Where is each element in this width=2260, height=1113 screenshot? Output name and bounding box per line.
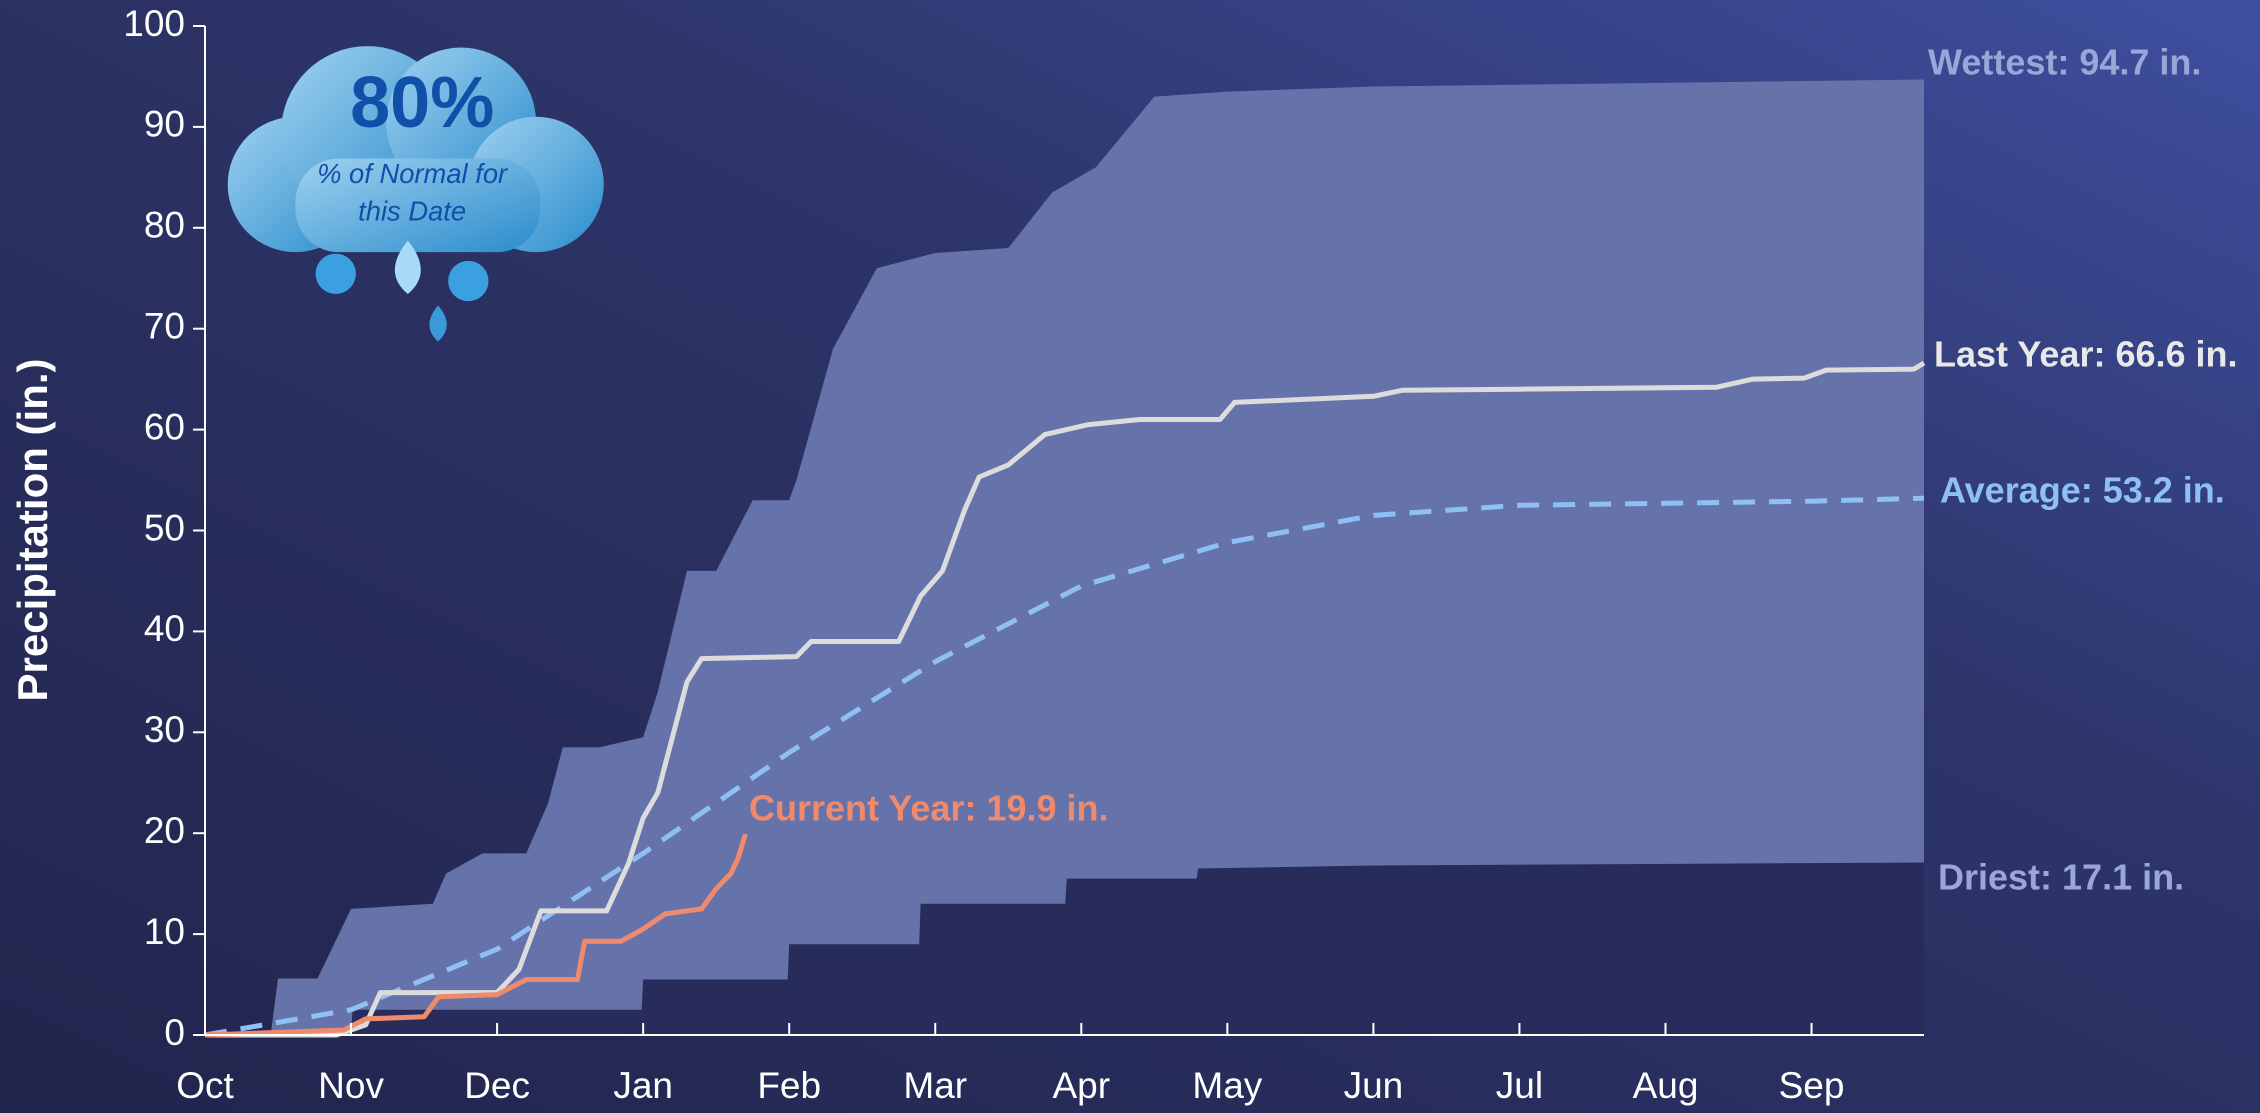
x-tick-label: Nov (318, 1065, 384, 1106)
x-tick-label: Jul (1496, 1065, 1543, 1106)
y-tick-label: 80 (144, 205, 185, 246)
annotation: Current Year: 19.9 in. (749, 788, 1109, 829)
x-tick-label: Oct (176, 1065, 234, 1106)
annotation: Driest: 17.1 in. (1938, 857, 2184, 898)
x-tick-label: Apr (1053, 1065, 1111, 1106)
annotation: Last Year: 66.6 in. (1934, 334, 2238, 375)
snowflake (316, 254, 356, 294)
y-tick-label: 90 (144, 104, 185, 145)
badge-text: % of Normal for (317, 158, 509, 189)
annotation: Wettest: 94.7 in. (1928, 42, 2201, 83)
annotation: Average: 53.2 in. (1940, 470, 2225, 511)
y-tick-label: 100 (123, 3, 185, 44)
y-tick-label: 70 (144, 305, 185, 346)
x-tick-label: Dec (464, 1065, 530, 1106)
y-axis-label: Precipitation (in.) (9, 358, 56, 701)
y-tick-label: 50 (144, 507, 185, 548)
x-tick-label: Jan (613, 1065, 673, 1106)
chart: 0 10 20 30 40 50 60 70 80 90 100 Oct Nov Dec Jan Feb Mar… (0, 0, 2260, 1113)
y-tick-label: 0 (164, 1012, 185, 1053)
y-tick-label: 40 (144, 608, 185, 649)
badge-text: this Date (358, 196, 466, 227)
x-tick-label: Aug (1633, 1065, 1699, 1106)
y-tick-label: 10 (144, 911, 185, 952)
y-tick-label: 20 (144, 810, 185, 851)
x-tick-label: Jun (1344, 1065, 1404, 1106)
y-tick-label: 60 (144, 406, 185, 447)
x-tick-label: Feb (757, 1065, 821, 1106)
y-tick-label: 30 (144, 709, 185, 750)
x-tick-label: Mar (903, 1065, 967, 1106)
snowflake (448, 261, 488, 301)
x-tick-label: May (1192, 1065, 1262, 1106)
badge-value: 80% (350, 63, 494, 143)
x-tick-label: Sep (1779, 1065, 1845, 1106)
